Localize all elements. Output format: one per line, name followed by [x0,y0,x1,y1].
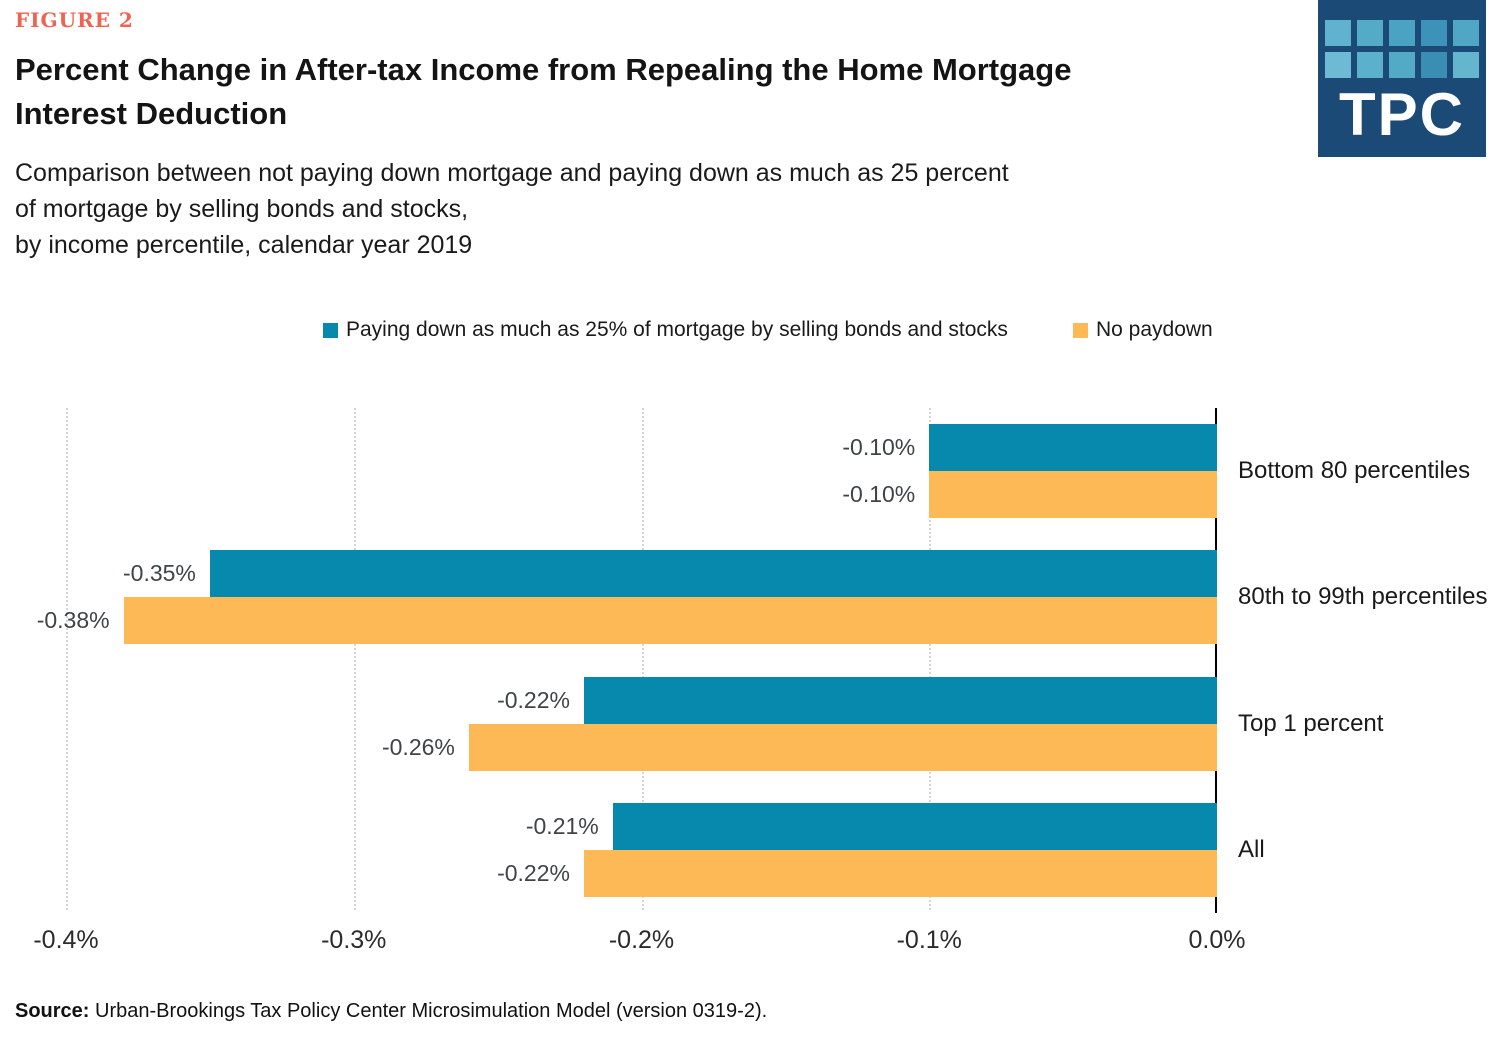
gridline [929,408,932,910]
legend-label-no-paydown: No paydown [1096,318,1213,341]
bar-value-label: -0.26% [381,734,455,760]
bar-paydown [209,550,1217,597]
logo-square [1357,20,1383,46]
bar-paydown [583,677,1217,724]
source-label: Source: [15,1000,90,1022]
logo-square [1325,20,1351,46]
bar-value-label: -0.21% [525,813,599,839]
logo-square [1421,52,1447,78]
tpc-logo: TPC [1318,0,1486,157]
bar-value-label: -0.10% [842,434,916,460]
legend-item-paydown: Paying down as much as 25% of mortgage b… [323,318,1008,342]
chart-title-line-2: Interest Deduction [15,96,288,131]
legend-swatch-paydown [323,322,338,338]
chart-subtitle-line-2: of mortgage by selling bonds and stocks, [15,195,469,223]
category-label: Top 1 percent [1238,710,1384,737]
legend-item-no-paydown: No paydown [1073,318,1213,342]
source-note: Source: Urban-Brookings Tax Policy Cente… [15,1000,767,1023]
bar-value-label: -0.35% [123,560,196,586]
chart-title-line-1: Percent Change in After-tax Income from … [15,52,1072,87]
logo-square [1389,52,1415,78]
chart-subtitle-line-3: by income percentile, calendar year 2019 [15,231,473,259]
plot-area: -0.10% -0.10% -0.35% -0.38% -0.22% -0.26% -0.2… [37,408,1217,913]
category-label: All [1238,836,1265,863]
bar-value-label: -0.22% [497,687,570,713]
y-axis-line [1215,408,1217,913]
legend-swatch-no-paydown [1073,322,1088,338]
bar-no-paydown [123,597,1217,644]
category-label: 80th to 99th percentiles [1238,583,1488,610]
gridline [641,408,644,910]
logo-square [1389,20,1415,46]
gridline [66,408,68,910]
x-axis-tick-label: 0.0% [1188,926,1246,954]
chart-subtitle: Comparison between not paying down mortg… [15,155,1009,263]
logo-square [1325,52,1351,78]
chart-subtitle-line-1: Comparison between not paying down mortg… [15,159,1009,187]
figure-label: FIGURE 2 [15,8,134,32]
x-axis-tick-label: -0.4% [33,926,99,954]
bar-value-label: -0.10% [842,481,916,507]
x-axis-tick-label: -0.1% [896,926,962,954]
bar-paydown [929,424,1217,471]
legend-label-paydown: Paying down as much as 25% of mortgage b… [346,318,1008,341]
tpc-logo-text: TPC [1339,81,1465,148]
bar-value-label: -0.22% [497,860,570,886]
gridline [353,408,356,910]
logo-square [1453,20,1479,46]
x-axis-tick-label: -0.2% [608,926,675,954]
logo-square [1421,20,1447,46]
bar-paydown [612,803,1217,850]
category-label: Bottom 80 percentiles [1238,457,1471,484]
bar-no-paydown [468,724,1217,771]
tpc-logo-squares [1325,20,1479,78]
chart-title: Percent Change in After-tax Income from … [15,48,1071,136]
bar-value-label: -0.38% [36,607,110,633]
logo-square [1453,52,1479,78]
source-text: Urban-Brookings Tax Policy Center Micros… [89,1000,768,1022]
x-axis-tick-label: -0.3% [321,926,387,954]
logo-square [1357,52,1383,78]
bar-no-paydown [929,471,1217,518]
bar-no-paydown [583,850,1217,897]
